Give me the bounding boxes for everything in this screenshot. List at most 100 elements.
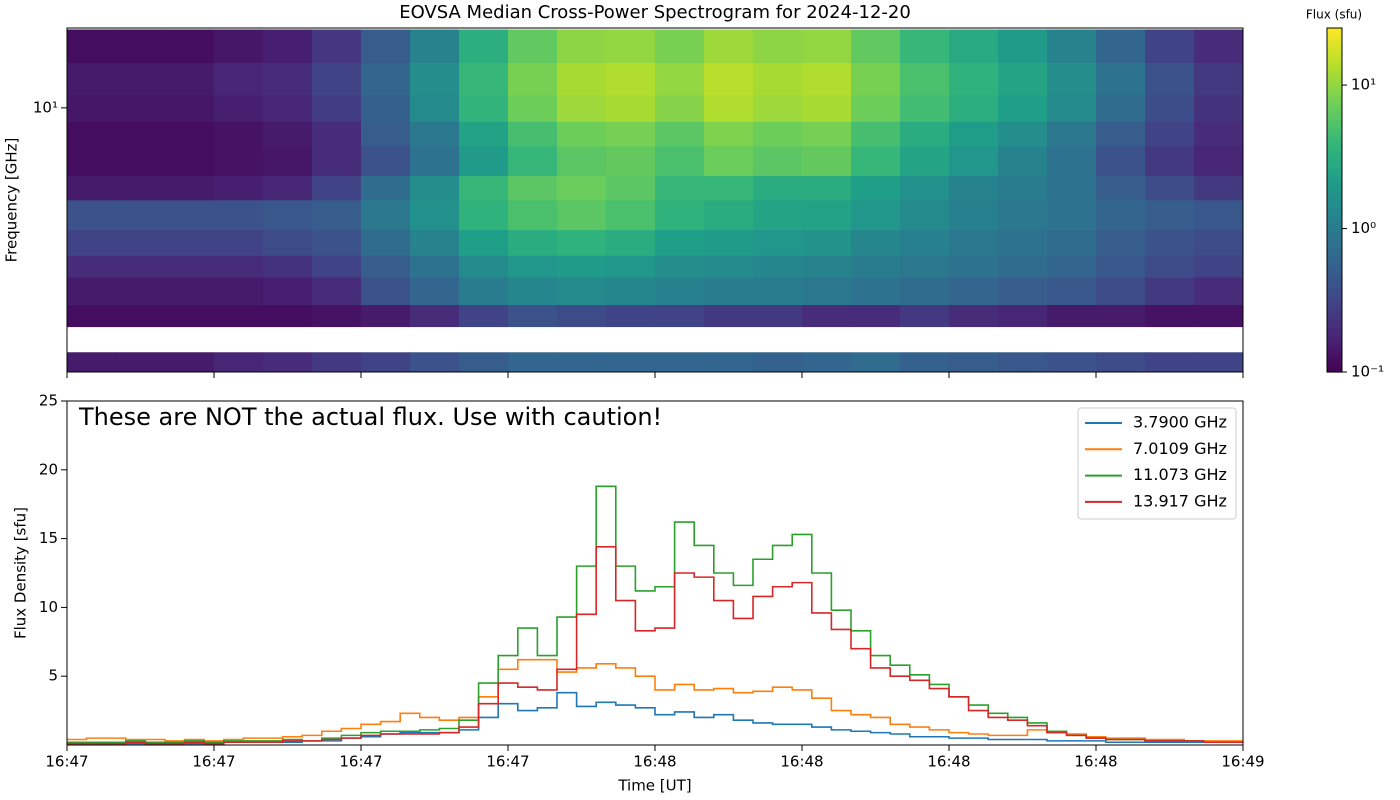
colorbar-swatch: [1327, 72, 1342, 77]
heatmap-cell: [655, 230, 705, 257]
heatmap-cell: [410, 230, 460, 257]
heatmap-cell: [214, 29, 264, 64]
heatmap-cell: [851, 255, 901, 279]
colorbar-swatch: [1327, 120, 1342, 125]
colorbar-swatch: [1327, 252, 1342, 257]
colorbar-swatch: [1327, 228, 1342, 233]
colorbar-swatch: [1327, 160, 1342, 165]
colorbar-swatch: [1327, 288, 1342, 293]
colorbar-swatch: [1327, 220, 1342, 225]
heatmap-cell: [851, 305, 901, 328]
colorbar-swatch: [1327, 312, 1342, 317]
heatmap-cell: [606, 146, 656, 177]
heatmap-cell: [508, 121, 558, 147]
colorbar-swatch: [1327, 208, 1342, 213]
heatmap-cell: [900, 230, 950, 257]
heatmap-cell: [900, 146, 950, 177]
heatmap-cell: [312, 175, 362, 201]
heatmap-cell: [557, 277, 607, 306]
x-tick-label: 16:47: [486, 753, 529, 771]
heatmap-cell: [459, 29, 509, 64]
series-line: [67, 546, 1243, 745]
heatmap-cell: [753, 146, 803, 177]
colorbar-swatch: [1327, 88, 1342, 93]
heatmap-cell: [1194, 277, 1244, 306]
heatmap-cell: [949, 255, 999, 279]
heatmap-cell: [1047, 230, 1097, 257]
colorbar-swatch: [1327, 36, 1342, 41]
heatmap-cell: [949, 305, 999, 328]
heatmap-cell: [312, 200, 362, 231]
colorbar-swatch: [1327, 356, 1342, 361]
heatmap-cell: [802, 200, 852, 231]
heatmap-cell: [67, 230, 117, 257]
heatmap-cell: [802, 95, 852, 123]
heatmap-cell: [263, 29, 313, 64]
heatmap-cell: [263, 62, 313, 96]
series-line: [67, 658, 1243, 742]
heatmap-cell: [1096, 352, 1146, 373]
heatmap-cell: [704, 200, 754, 231]
heatmap-cell: [1194, 121, 1244, 147]
heatmap-cell: [1047, 146, 1097, 177]
heatmap-cell: [557, 146, 607, 177]
heatmap-cell: [1096, 230, 1146, 257]
legend-label: 13.917 GHz: [1133, 491, 1227, 510]
heatmap-cell: [263, 230, 313, 257]
heatmap-cell: [1096, 305, 1146, 328]
colorbar-swatch: [1327, 100, 1342, 105]
colorbar-swatch: [1327, 284, 1342, 289]
heatmap-cell: [312, 230, 362, 257]
heatmap-cell: [410, 62, 460, 96]
colorbar-swatch: [1327, 156, 1342, 161]
heatmap-cell: [802, 255, 852, 279]
colorbar-swatch: [1327, 236, 1342, 241]
heatmap-cell: [459, 352, 509, 373]
heatmap-cell: [165, 200, 215, 231]
annotation: These are NOT the actual flux. Use with …: [78, 403, 662, 431]
colorbar-swatch: [1327, 132, 1342, 137]
colorbar-swatch: [1327, 368, 1342, 373]
colorbar-swatch: [1327, 172, 1342, 177]
heatmap-cell: [704, 255, 754, 279]
colorbar-swatch: [1327, 96, 1342, 101]
colorbar-tick-label: 10¹: [1351, 76, 1376, 94]
heatmap-cell: [606, 352, 656, 373]
heatmap-cell: [753, 62, 803, 96]
heatmap-cell: [459, 200, 509, 231]
heatmap: [67, 29, 1244, 373]
heatmap-cell: [851, 62, 901, 96]
colorbar-tick-label: 10⁻¹: [1351, 363, 1384, 381]
heatmap-cell: [116, 255, 166, 279]
colorbar-swatch: [1327, 188, 1342, 193]
heatmap-cell: [557, 255, 607, 279]
heatmap-cell: [998, 200, 1048, 231]
heatmap-cell: [116, 200, 166, 231]
heatmap-cell: [263, 255, 313, 279]
colorbar-swatch: [1327, 32, 1342, 37]
colorbar-swatch: [1327, 124, 1342, 129]
heatmap-cell: [116, 121, 166, 147]
colorbar-swatch: [1327, 276, 1342, 281]
heatmap-cell: [1047, 29, 1097, 64]
heatmap-cell: [508, 95, 558, 123]
heatmap-cell: [1145, 62, 1195, 96]
heatmap-cell: [998, 121, 1048, 147]
colorbar-swatch: [1327, 272, 1342, 277]
heatmap-cell: [949, 146, 999, 177]
heatmap-cell: [606, 277, 656, 306]
heatmap-cell: [900, 62, 950, 96]
heatmap-cell: [1047, 200, 1097, 231]
heatmap-cell: [459, 95, 509, 123]
colorbar-swatch: [1327, 224, 1342, 229]
heatmap-cell: [116, 146, 166, 177]
heatmap-cell: [410, 277, 460, 306]
heatmap-cell: [802, 230, 852, 257]
heatmap-cell: [557, 95, 607, 123]
x-tick-label: 16:48: [927, 753, 970, 771]
legend-box: [1077, 407, 1237, 520]
heatmap-cell: [655, 121, 705, 147]
heatmap-cell: [165, 230, 215, 257]
